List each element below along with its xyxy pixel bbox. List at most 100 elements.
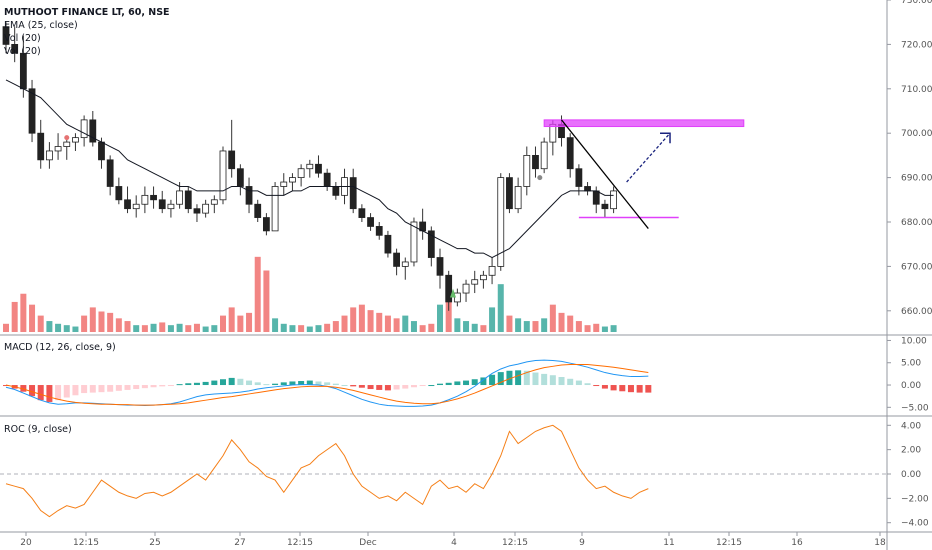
trend-line[interactable] — [561, 119, 649, 229]
macd-histogram-bar — [367, 385, 374, 390]
time-axis-label: 4 — [451, 538, 457, 548]
macd-histogram-bar — [159, 385, 166, 387]
macd-histogram-bar — [619, 385, 626, 392]
macd-histogram-bar — [402, 385, 409, 389]
volume-bar — [332, 321, 339, 332]
volume-bar — [167, 325, 174, 332]
macd-histogram-bar — [376, 385, 383, 390]
volume-bar — [98, 311, 105, 332]
macd-histogram-bar — [541, 373, 548, 386]
candle — [289, 177, 296, 183]
candle — [124, 199, 131, 210]
volume-legend-1: Vol (20) — [4, 33, 41, 44]
macd-histogram-bar — [150, 385, 157, 388]
candle — [193, 208, 201, 214]
macd-histogram-bar — [306, 380, 313, 386]
candle — [210, 199, 218, 205]
macd-histogram-bar — [37, 385, 44, 401]
candle — [393, 252, 401, 267]
candle — [63, 141, 71, 147]
volume-bar — [46, 321, 53, 332]
candle — [306, 163, 314, 170]
volume-bar — [228, 307, 235, 332]
volume-bar — [358, 304, 365, 332]
volume-bar — [541, 318, 548, 332]
candle — [115, 186, 123, 201]
time-axis-label: 12:15 — [716, 538, 742, 548]
ema-line — [5, 79, 614, 259]
candle — [28, 88, 36, 134]
candle — [367, 217, 374, 227]
volume-bar — [306, 326, 313, 332]
projection-arrow-head — [660, 132, 671, 144]
macd-histogram-bar — [497, 372, 504, 386]
macd-histogram-bar — [98, 385, 105, 393]
candle — [46, 150, 53, 161]
macd-histogram-bar — [81, 385, 88, 394]
macd-histogram-bar — [115, 385, 122, 391]
volume-bar — [549, 304, 556, 332]
candle — [280, 181, 288, 187]
volume-bar — [532, 321, 539, 332]
candle — [167, 203, 175, 210]
candle — [540, 141, 548, 170]
volume-legend-2: Vol (20) — [4, 46, 41, 57]
volume-bar — [341, 315, 348, 332]
macd-axis-label: 0.00 — [901, 381, 921, 391]
roc-legend: ROC (9, close) — [4, 424, 72, 435]
volume-bar — [428, 323, 435, 332]
candle — [150, 194, 157, 201]
candle — [332, 186, 340, 196]
macd-histogram-bar — [107, 385, 114, 392]
macd-signal-line — [5, 364, 649, 406]
volume-bar — [437, 304, 443, 332]
volume-bar — [280, 323, 287, 332]
macd-histogram-bar — [141, 385, 148, 389]
roc-line — [5, 424, 649, 518]
macd-histogram-bar — [489, 374, 496, 386]
volume-bar — [254, 256, 261, 332]
volume-bar — [11, 301, 18, 332]
macd-histogram-bar — [63, 385, 70, 398]
macd-histogram-bar — [185, 383, 192, 386]
volume-bar — [393, 318, 400, 332]
macd-histogram-bar — [211, 380, 218, 386]
candle — [11, 44, 19, 54]
macd-histogram-bar — [575, 380, 582, 386]
volume-bar — [185, 325, 192, 332]
volume-bar — [445, 301, 452, 332]
volume-bar — [107, 312, 114, 332]
volume-bar — [81, 315, 88, 332]
candle — [532, 154, 539, 170]
volume-bar — [272, 318, 279, 332]
price-axis-label: 730.00 — [901, 0, 932, 6]
volume-bar — [523, 321, 530, 332]
volume-bar — [610, 325, 617, 332]
resistance-zone[interactable] — [543, 119, 745, 128]
volume-bar — [72, 326, 79, 332]
price-axis-label: 660.00 — [901, 307, 932, 317]
volume-bar — [176, 323, 183, 332]
candle — [37, 132, 45, 161]
macd-histogram-bar — [393, 385, 400, 390]
volume-bar — [324, 323, 331, 332]
macd-histogram-bar — [419, 385, 426, 387]
price-axis-label: 680.00 — [901, 218, 932, 228]
candle — [228, 150, 236, 170]
candle — [245, 186, 253, 205]
macd-histogram-bar — [89, 385, 96, 393]
projection-arrow[interactable] — [626, 132, 671, 183]
macd-histogram-bar — [272, 383, 279, 386]
candle — [575, 168, 583, 187]
macd-histogram-bar — [324, 382, 331, 386]
candle — [358, 208, 366, 218]
candle — [132, 203, 140, 210]
candle — [271, 186, 279, 232]
macd-histogram-bar — [72, 385, 79, 396]
volume-bar — [506, 315, 513, 332]
macd-histogram-bar — [549, 375, 556, 386]
macd-histogram-bar — [567, 378, 574, 386]
time-axis-label: Dec — [359, 538, 376, 548]
macd-histogram-bar — [645, 385, 652, 393]
